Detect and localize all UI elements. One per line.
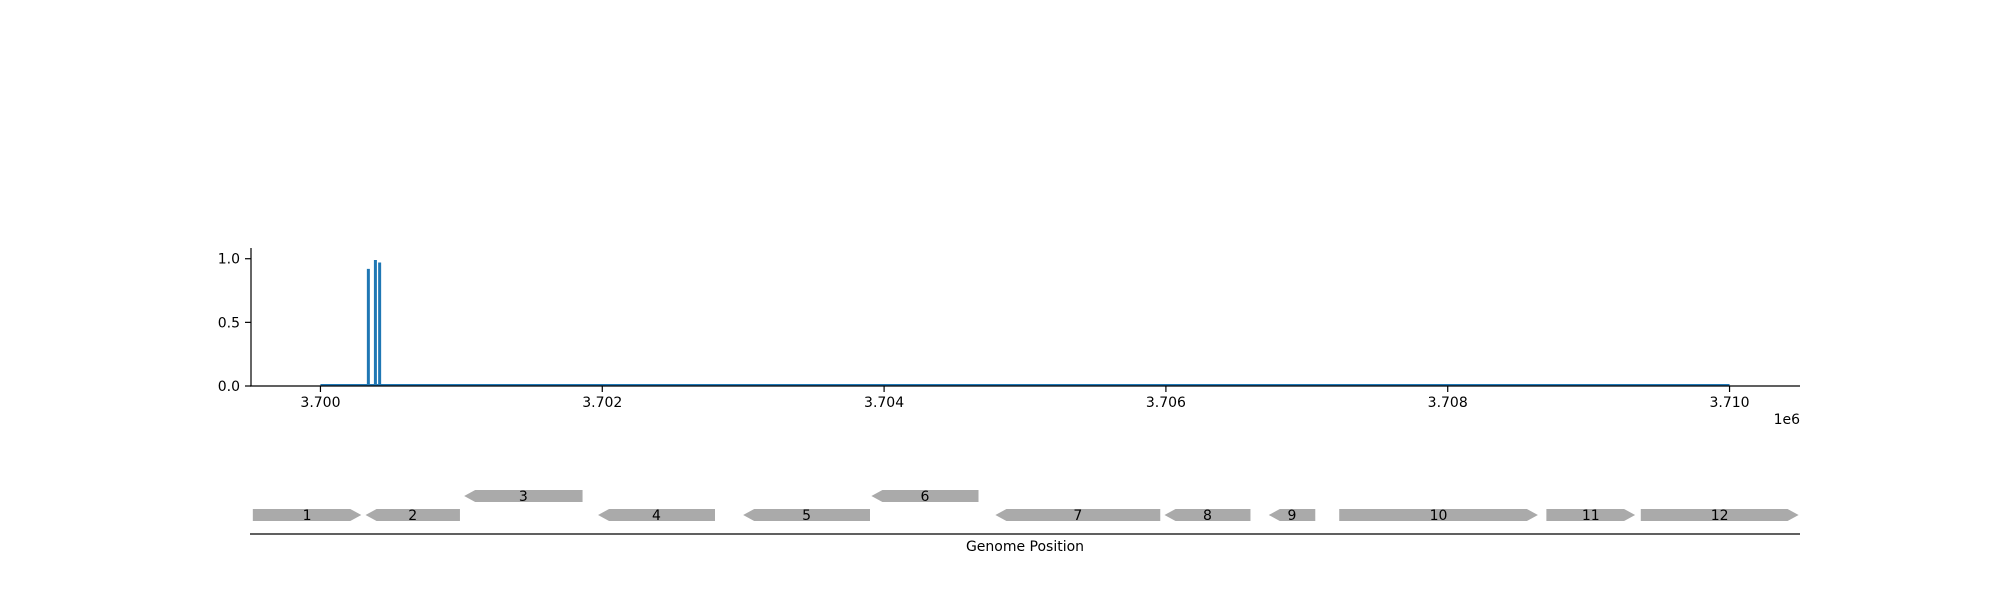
genome-axis-label: Genome Position [966,539,1084,555]
x-tick-label: 3.704 [864,395,904,411]
gene-label: 8 [1203,508,1212,524]
gene-label: 7 [1073,508,1082,524]
x-tick-label: 3.702 [582,395,622,411]
gene-label: 4 [652,508,661,524]
gene-track: 1 234 567 8 9 10 11 12 Genome Position [250,489,1800,555]
x-axis-ticks: 3.700 3.702 3.704 3.706 3.708 3.710 [300,386,1750,411]
coverage-bars [366,260,382,386]
gene-arrow [464,490,583,502]
gene-label: 2 [408,508,417,524]
gene-arrow [365,509,460,521]
gene-label: 6 [920,489,929,505]
gene-label: 3 [519,489,528,505]
y-axis-ticks: 0.0 0.5 1.0 [218,252,251,395]
gene-label: 12 [1711,508,1729,524]
gene-arrows: 1 234 567 8 9 10 11 12 [252,489,1799,524]
y-tick-label: 0.0 [218,379,240,395]
gene-label: 11 [1582,508,1600,524]
coverage-plot: 0.0 0.5 1.0 3.700 3.702 3.704 3.706 3.708 3.710… [218,248,1800,428]
x-offset-label: 1e6 [1774,412,1801,428]
y-tick-label: 0.5 [218,315,240,331]
gene-arrow [252,509,362,521]
y-tick-label: 1.0 [218,252,240,268]
gene-arrow [743,509,870,521]
gene-label: 1 [303,508,312,524]
gene-arrow [995,509,1161,521]
gene-label: 9 [1288,508,1297,524]
gene-arrow [1268,509,1316,521]
gene-arrow [598,509,715,521]
gene-arrow [1640,509,1799,521]
x-tick-label: 3.706 [1146,395,1186,411]
gene-arrow [1164,509,1251,521]
gene-label: 10 [1430,508,1448,524]
gene-arrow [1339,509,1538,521]
x-tick-label: 3.700 [300,395,340,411]
x-tick-label: 3.708 [1428,395,1468,411]
gene-arrow [1546,509,1636,521]
x-tick-label: 3.710 [1709,395,1749,411]
gene-arrow [871,490,979,502]
gene-label: 5 [802,508,811,524]
